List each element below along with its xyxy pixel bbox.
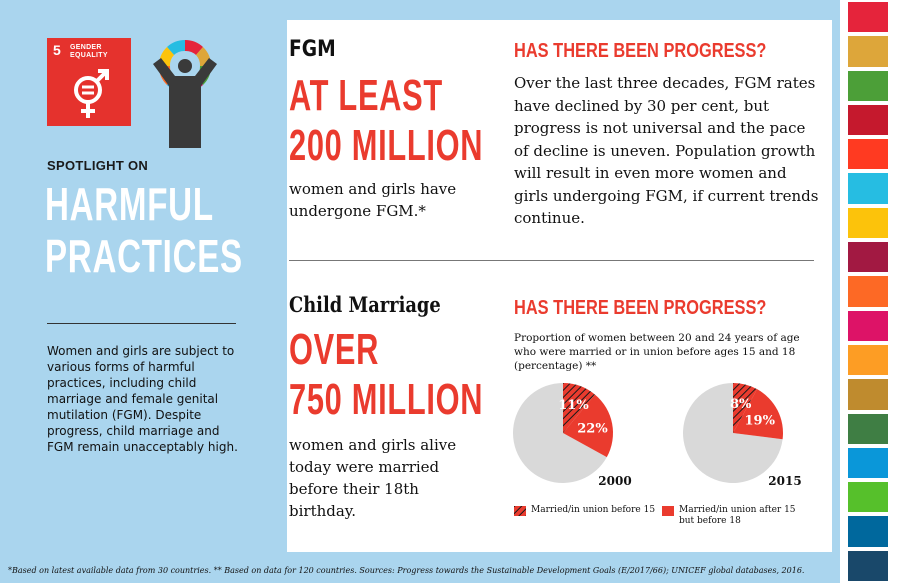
sdg-stripe <box>848 2 888 33</box>
sdg-5-logo: 5 GENDER EQUALITY <box>47 38 131 126</box>
sdg-label: GENDER EQUALITY <box>70 44 108 60</box>
left-divider <box>47 323 236 324</box>
cm-sub: women and girls alive today were married… <box>289 436 457 520</box>
sdg-stripe <box>848 344 888 376</box>
legend-swatch-solid <box>662 506 674 516</box>
cm-big-line1: OVER <box>289 325 380 374</box>
heading-line2: PRACTICES <box>45 230 243 282</box>
footnote: *Based on latest available data from 30 … <box>8 566 805 575</box>
sdg-stripe <box>848 276 888 307</box>
sdg-number: 5 <box>53 42 61 58</box>
heading-line1: HARMFUL <box>45 178 214 230</box>
pie-slice-before-15 <box>563 383 595 433</box>
pie-label-after-15: 22% <box>577 421 608 436</box>
right-border <box>832 0 840 583</box>
pie-label-before-15: 8% <box>730 397 752 412</box>
bottom-border <box>265 552 840 583</box>
sdg-label-line1: GENDER <box>70 44 102 51</box>
spotlight-label: SPOTLIGHT ON <box>47 158 149 173</box>
cm-big-line2: 750 MILLION <box>289 375 484 424</box>
sdg-stripe <box>848 482 888 513</box>
pie-label-before-15: 11% <box>558 398 589 413</box>
sdg-stripe <box>848 413 888 444</box>
sdg-stripe <box>848 242 888 273</box>
left-description: Women and girls are subject to various f… <box>47 344 238 454</box>
sdg-label-line2: EQUALITY <box>70 52 108 59</box>
sdg-stripe <box>848 310 888 341</box>
sdg-stripe <box>848 516 888 547</box>
sdg-stripe <box>848 70 888 101</box>
left-border <box>265 0 287 552</box>
sdg-stripe <box>848 447 888 479</box>
sdg-color-stripes <box>848 0 888 583</box>
legend-label-after-15: Married/in union after 15 but before 18 <box>679 505 796 526</box>
left-panel <box>0 0 265 583</box>
sdg-wheel-figure-icon <box>153 39 217 148</box>
fgm-big-line1: AT LEAST <box>289 71 443 120</box>
gender-equality-icon <box>74 69 109 118</box>
sdg-stripe <box>848 139 888 170</box>
pie-slice-before-15 <box>733 383 758 433</box>
sdg-stripe <box>848 207 888 239</box>
fgm-big-line2: 200 MILLION <box>289 121 484 170</box>
top-border <box>265 0 840 20</box>
sdg-stripe <box>848 550 888 581</box>
chart-caption: Proportion of women between 20 and 24 ye… <box>514 332 800 372</box>
sdg-stripe <box>848 36 888 67</box>
pie-charts: 11% 22% 2000 8%19% 2015 <box>513 383 802 488</box>
pie-year-label: 2015 <box>768 474 801 488</box>
pie-label-after-15: 19% <box>745 413 776 428</box>
pie-slice-remaining <box>513 383 607 483</box>
cm-progress-title: HAS THERE BEEN PROGRESS? <box>514 297 767 319</box>
sdg-stripe <box>848 379 888 410</box>
pie-slice-remaining <box>683 383 783 483</box>
pie-year-label: 2000 <box>598 474 631 488</box>
fgm-title: FGM <box>289 37 336 62</box>
fgm-sub: women and girls have undergone FGM.* <box>289 180 457 220</box>
sdg-stripe <box>848 104 888 136</box>
section-divider <box>289 260 814 261</box>
fgm-progress-text: Over the last three decades, FGM rates h… <box>514 74 819 227</box>
fgm-progress-title: HAS THERE BEEN PROGRESS? <box>514 40 767 62</box>
sdg-stripe <box>848 173 888 204</box>
child-marriage-title: Child Marriage <box>289 292 441 317</box>
pie-slice-after-15 <box>733 389 783 440</box>
pie-slice-after-15 <box>563 394 613 458</box>
legend-label-before-15: Married/in union before 15 <box>531 505 656 515</box>
legend-swatch-hatched <box>514 506 526 516</box>
